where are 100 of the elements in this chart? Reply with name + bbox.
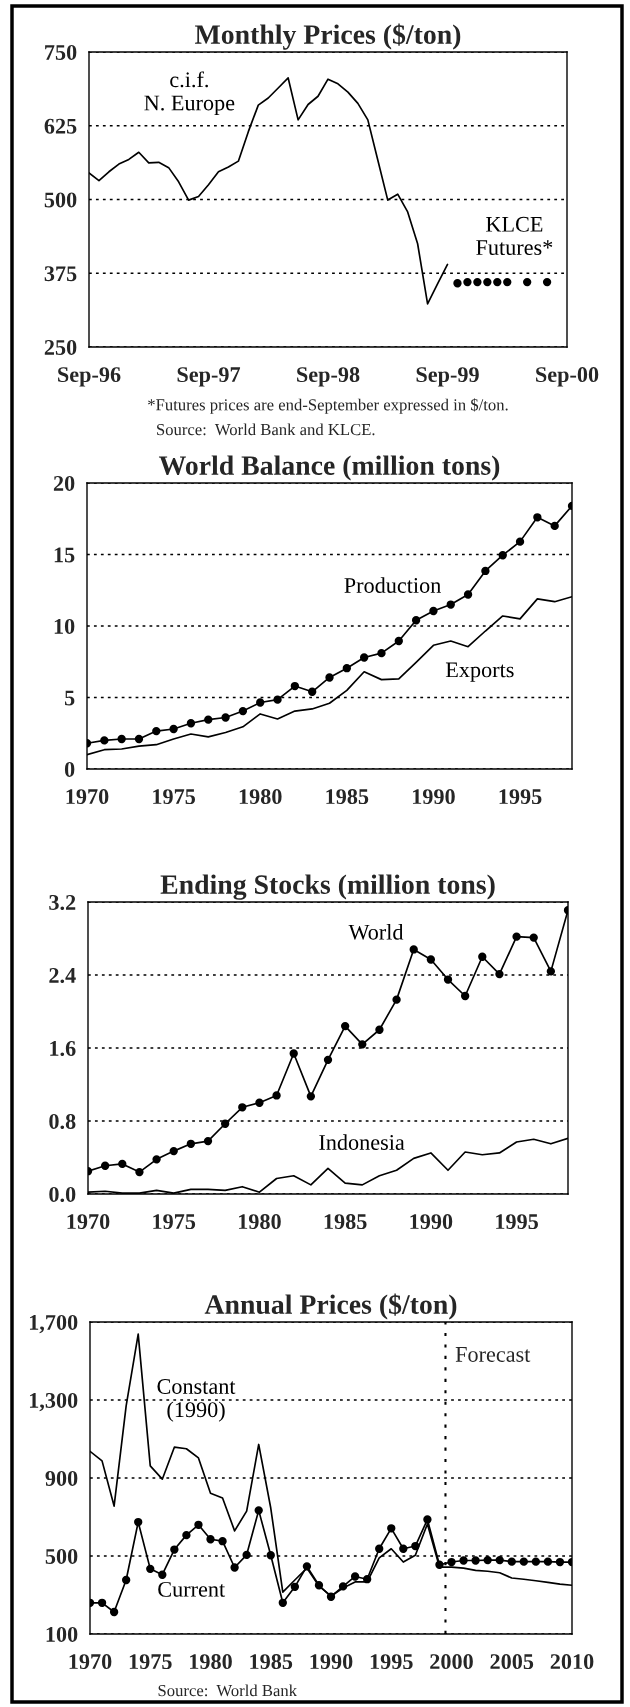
x-tick-label: Sep-99 [416,367,479,387]
point [272,1091,281,1100]
point [411,1541,420,1551]
point [323,1055,333,1065]
y-tick-label: 3.2 [49,894,76,911]
text: *Futures prices are end-September expressed in $/ton. [148,398,508,414]
point [135,1167,144,1177]
point [533,513,542,522]
point [435,1560,444,1569]
point [256,698,265,707]
point [460,991,470,1001]
series-label: Production [344,577,441,593]
point [350,1572,360,1581]
point [495,969,504,979]
point [531,1557,541,1566]
point [97,1598,107,1607]
point [447,1557,456,1567]
point [302,1562,312,1571]
x-tick-label: 1975 [129,1654,172,1670]
ref-line-label: Forecast [455,1347,531,1362]
point [529,933,538,942]
source-note: Source: World Bank [158,1684,298,1697]
point [392,995,401,1004]
point [519,1557,528,1566]
point [546,967,556,976]
x-tick-label: 1990 [410,1214,453,1230]
point [512,932,521,941]
x-tick-label: 1980 [239,789,282,805]
point [186,719,196,728]
point [375,1025,384,1034]
chart-title: World Balance (million tons) [158,455,500,481]
point [481,566,490,576]
x-tick-label: 1985 [250,1654,293,1670]
point [273,695,282,704]
x-tick-label: 1980 [238,1214,281,1230]
series-label: Exports [445,662,514,682]
y-tick-label: 10 [54,618,75,634]
point [194,1520,203,1529]
point [362,1575,372,1584]
point [146,1564,155,1574]
point [471,1556,480,1565]
point [117,734,126,744]
source-note: Source: World Bank and KLCE. [157,423,375,436]
point [109,1607,119,1617]
y-tick-label: 20 [53,475,75,491]
point [169,724,178,734]
x-tick-label: Sep-97 [177,367,241,387]
x-tick-label: Sep-96 [58,367,121,387]
x-tick-label: 2005 [490,1654,534,1670]
series-label: Indonesia [319,1134,405,1150]
point [290,681,300,691]
point [483,1555,492,1565]
y-tick-label: 500 [45,1548,78,1564]
point [169,1146,178,1156]
point [314,1581,324,1590]
point [255,1098,264,1107]
point [342,664,351,673]
chart-title: Monthly Prices ($/ton) [195,23,461,50]
point [555,1557,565,1567]
point [429,606,438,616]
point [550,521,559,531]
point [152,726,161,736]
point [266,1551,275,1560]
series-label: KLCE Futures* [476,216,553,256]
point [423,1515,432,1524]
point [118,1159,127,1169]
y-tick-label: 2.4 [49,967,76,984]
point [238,1103,247,1112]
point [308,687,317,696]
point [158,1570,167,1579]
point [377,649,386,658]
point [121,1575,131,1585]
point [290,1582,300,1591]
point [338,1582,348,1591]
point [359,653,369,662]
chart-title: Ending Stocks (million tons) [160,874,495,900]
x-tick-label: 2000 [430,1654,473,1670]
x-tick-label: 1980 [190,1654,232,1670]
y-tick-label: 0 [64,761,75,777]
x-tick-label: 1975 [153,1214,196,1230]
y-tick-label: 100 [46,1626,78,1642]
y-tick-label: 1,700 [29,1314,78,1334]
point [218,1537,227,1546]
point [507,1557,516,1566]
series-label: Constant (1990) [157,1379,236,1422]
x-tick-label: 1985 [324,1214,367,1230]
x-tick-label: 1970 [66,789,109,805]
point [443,975,453,984]
point [306,1092,316,1101]
point [100,736,109,745]
point [515,537,525,546]
y-tick-label: 900 [45,1470,78,1486]
point [340,1021,350,1031]
point [459,1556,468,1565]
point [394,636,403,646]
point [289,1049,298,1058]
point [134,734,144,744]
point [375,1544,384,1553]
x-tick-label: 1990 [310,1654,353,1670]
point [278,1598,287,1607]
